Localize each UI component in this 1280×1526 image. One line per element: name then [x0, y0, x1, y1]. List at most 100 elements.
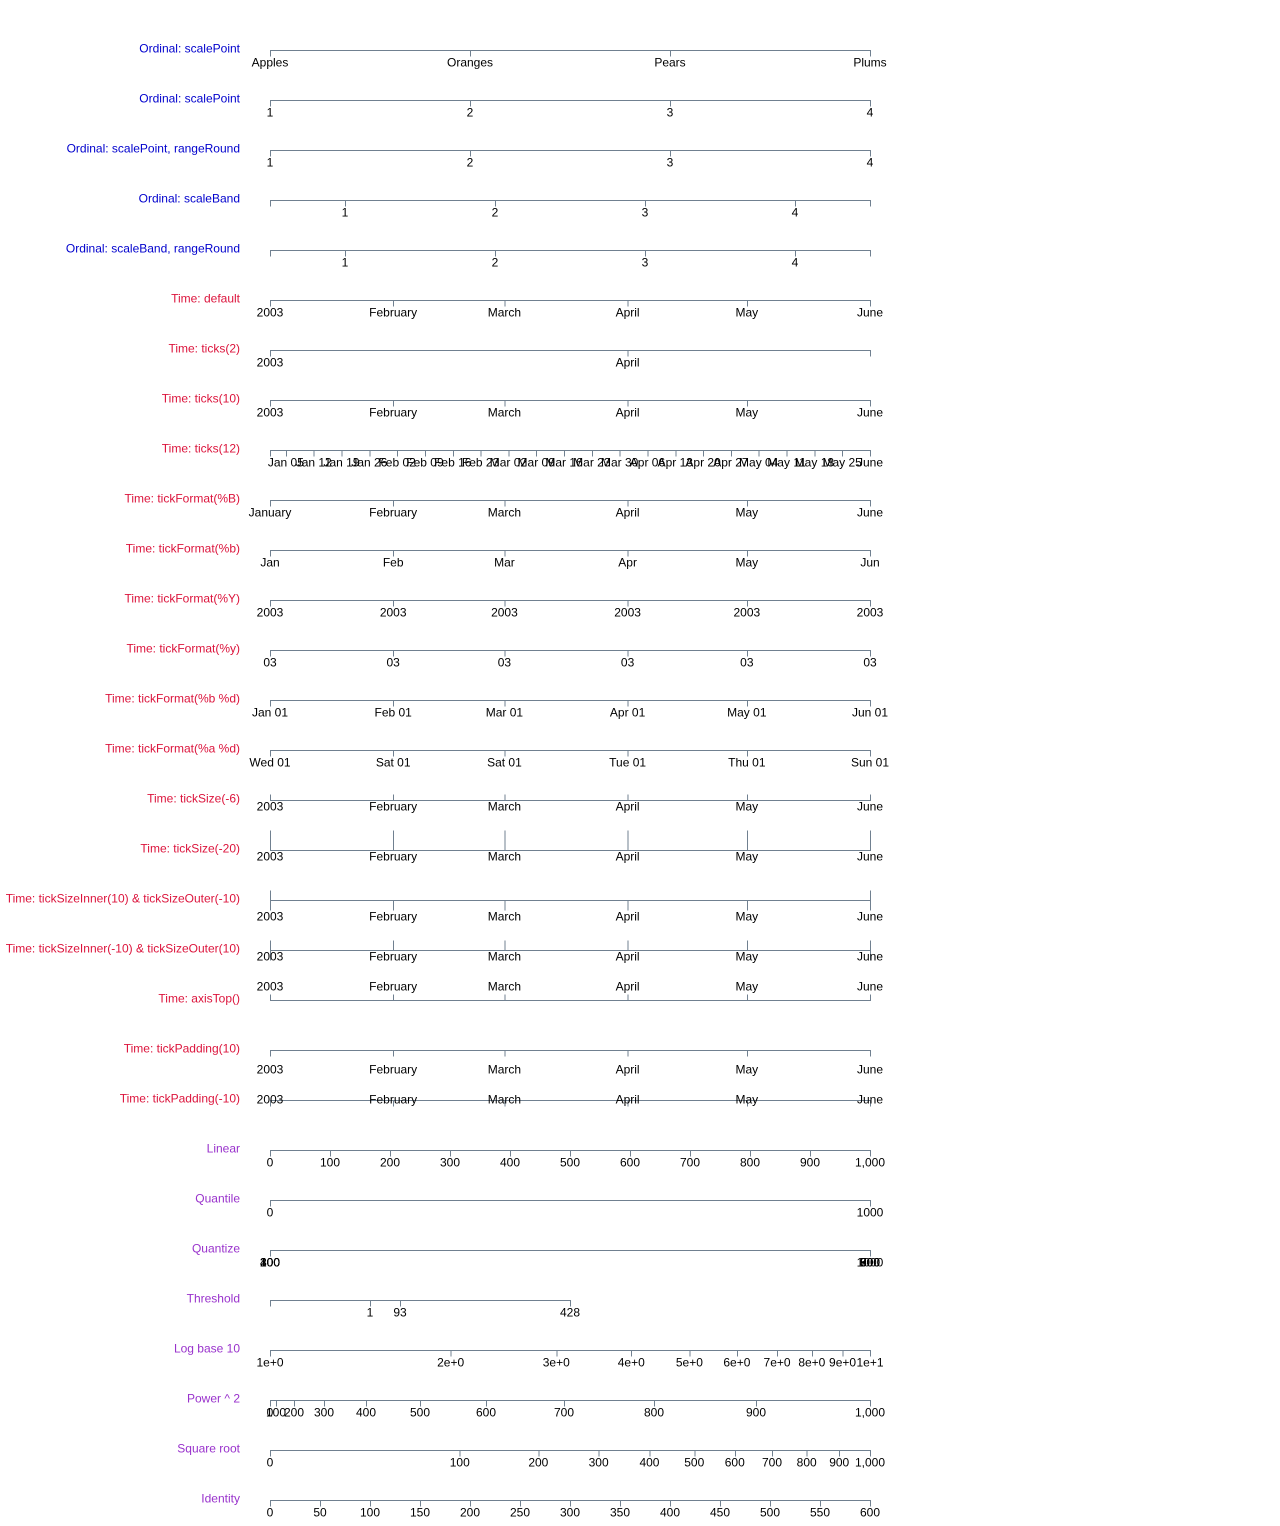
tick-label: May: [735, 800, 758, 814]
tick-label: 300: [589, 1456, 609, 1470]
tick-label: 3: [642, 206, 649, 220]
tick-label: 450: [710, 1506, 730, 1520]
tick-label: 800: [797, 1456, 817, 1470]
tick-label: June: [857, 800, 883, 814]
tick-label: 300: [260, 1256, 280, 1270]
tick-label: 500: [560, 1156, 580, 1170]
tick-label: Oranges: [447, 56, 493, 70]
tick-label: Mar 23: [573, 456, 611, 470]
axis-label: Ordinal: scaleBand, rangeRound: [66, 242, 240, 256]
domain-path: [270, 650, 871, 657]
tick-label: Jan 01: [252, 706, 288, 720]
tick-label: 200: [528, 1456, 548, 1470]
tick-label: 3: [667, 106, 674, 120]
tick-label: 03: [621, 656, 635, 670]
tick-label: 3: [667, 156, 674, 170]
tick-label: April: [616, 800, 640, 814]
tick-label: 0: [267, 1406, 274, 1420]
tick-label: April: [616, 950, 640, 964]
domain-path: [270, 150, 871, 157]
tick-label: March: [488, 910, 521, 924]
axis-label: Time: tickSizeInner(10) & tickSizeOuter(…: [6, 892, 240, 906]
tick-label: April: [616, 306, 640, 320]
tick-label: 1: [267, 106, 274, 120]
tick-label: 350: [610, 1506, 630, 1520]
tick-label: 700: [860, 1256, 880, 1270]
domain-path: [270, 600, 871, 607]
tick-label: Sat 01: [487, 756, 522, 770]
tick-label: 800: [860, 1256, 880, 1270]
tick-label: 100: [320, 1156, 340, 1170]
tick-label: 200: [380, 1156, 400, 1170]
tick-label: 500: [684, 1456, 704, 1470]
tick-label: 900: [829, 1456, 849, 1470]
tick-label: 100: [450, 1456, 470, 1470]
tick-label: 5e+0: [676, 1356, 703, 1370]
tick-label: June: [857, 406, 883, 420]
tick-label: May: [735, 1093, 758, 1107]
axis-label: Time: ticks(10): [162, 392, 240, 406]
tick-label: March: [488, 406, 521, 420]
axis-label: Identity: [201, 1492, 240, 1506]
tick-label: 550: [810, 1506, 830, 1520]
tick-label: March: [488, 800, 521, 814]
tick-label: March: [488, 950, 521, 964]
axis-label: Linear: [207, 1142, 240, 1156]
tick-label: 200: [460, 1506, 480, 1520]
tick-label: Apr 27: [713, 456, 749, 470]
tick-label: Thu 01: [728, 756, 766, 770]
tick-label: 900: [800, 1156, 820, 1170]
tick-label: 2003: [257, 850, 284, 864]
tick-label: 1,000: [855, 1456, 885, 1470]
tick-label: March: [488, 306, 521, 320]
tick-label: June: [857, 910, 883, 924]
tick-label: 2003: [257, 1063, 284, 1077]
tick-label: 1000: [857, 1256, 884, 1270]
axis-label: Quantize: [192, 1242, 240, 1256]
tick-label: 2: [492, 206, 499, 220]
tick-label: Mar 02: [490, 456, 528, 470]
axis-label: Ordinal: scalePoint: [139, 42, 240, 56]
tick-label: Mar 01: [486, 706, 524, 720]
tick-label: 3e+0: [543, 1356, 570, 1370]
tick-label: 2003: [733, 606, 760, 620]
tick-label: Apr 13: [658, 456, 694, 470]
tick-label: February: [369, 506, 417, 520]
tick-label: May: [735, 506, 758, 520]
tick-label: Wed 01: [249, 756, 290, 770]
domain-path: [270, 400, 871, 407]
domain-path: [270, 1300, 571, 1307]
axis-label: Time: ticks(2): [168, 342, 240, 356]
tick-label: Feb 16: [434, 456, 472, 470]
tick-label: 1: [267, 156, 274, 170]
tick-label: June: [857, 1093, 883, 1107]
tick-label: 2003: [491, 606, 518, 620]
tick-label: 600: [725, 1456, 745, 1470]
tick-label: 500: [760, 1506, 780, 1520]
tick-label: May: [735, 556, 758, 570]
tick-label: 0: [267, 1456, 274, 1470]
tick-label: 2003: [257, 950, 284, 964]
tick-label: Plums: [853, 56, 886, 70]
tick-label: February: [369, 1063, 417, 1077]
tick-label: Jan 12: [296, 456, 332, 470]
tick-label: 300: [314, 1406, 334, 1420]
domain-path: [270, 994, 871, 1001]
axis-label: Time: tickPadding(10): [124, 1042, 240, 1056]
tick-label: Jun 01: [852, 706, 888, 720]
tick-label: 3: [642, 256, 649, 270]
axis-label: Time: tickFormat(%B): [124, 492, 240, 506]
tick-label: 1e+0: [256, 1356, 283, 1370]
tick-label: May: [735, 950, 758, 964]
tick-label: Tue 01: [609, 756, 646, 770]
tick-label: March: [488, 1093, 521, 1107]
domain-path: [270, 100, 871, 107]
tick-label: April: [616, 1093, 640, 1107]
domain-path: [270, 700, 871, 707]
tick-label: Mar: [494, 556, 515, 570]
domain-path: [270, 350, 871, 357]
tick-label: May 25: [823, 456, 863, 470]
tick-label: Sat 01: [376, 756, 411, 770]
tick-label: 800: [740, 1156, 760, 1170]
axis-label: Time: tickFormat(%Y): [124, 592, 240, 606]
